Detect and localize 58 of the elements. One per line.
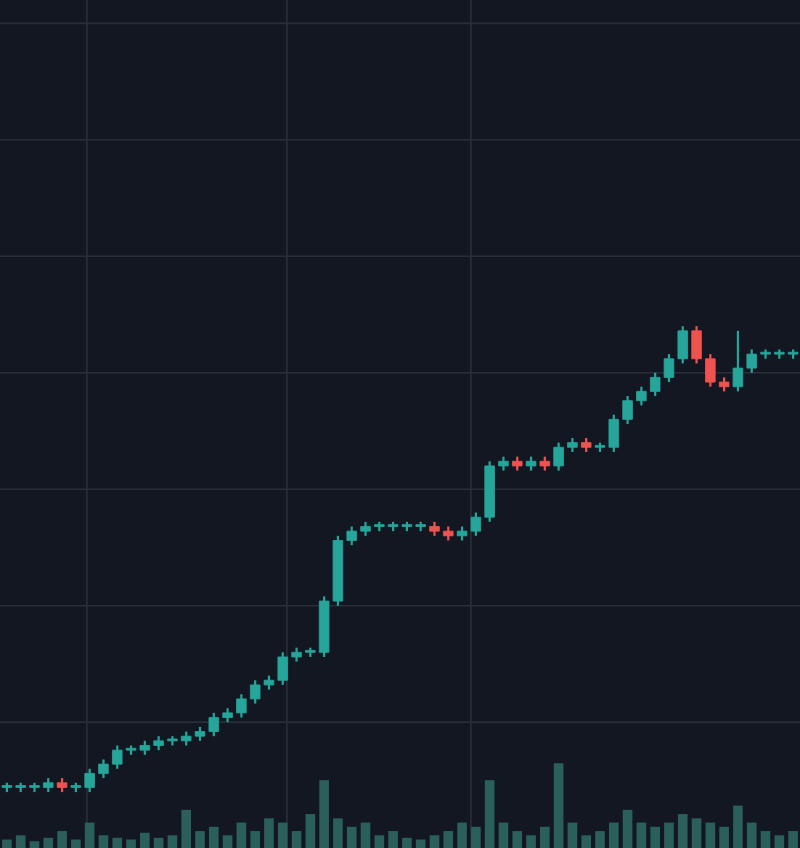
bar <box>512 831 523 848</box>
bar <box>567 822 578 848</box>
bar <box>650 826 660 848</box>
bar <box>608 822 619 848</box>
bar <box>222 835 233 848</box>
bar <box>415 839 426 848</box>
bar <box>705 822 716 848</box>
bar <box>208 826 219 848</box>
bar <box>677 814 688 848</box>
bar <box>140 832 150 848</box>
bar <box>112 837 123 848</box>
bar <box>319 780 329 848</box>
bar <box>126 839 136 848</box>
bar <box>181 809 192 848</box>
bar <box>622 809 633 848</box>
bar <box>402 837 412 848</box>
bar <box>71 839 81 848</box>
bar <box>388 831 398 848</box>
bar <box>774 835 785 848</box>
bar <box>553 763 564 848</box>
bar <box>167 835 178 848</box>
bar <box>333 818 343 848</box>
bar <box>264 818 274 848</box>
bar <box>29 841 40 848</box>
bar <box>2 839 12 848</box>
bar <box>691 818 702 848</box>
bar <box>153 837 164 848</box>
bar <box>760 831 771 848</box>
bar <box>250 831 260 848</box>
bar <box>581 835 592 848</box>
bar <box>374 835 385 848</box>
bar <box>636 822 647 848</box>
bar <box>277 822 288 848</box>
bar <box>664 822 674 848</box>
bar <box>498 822 509 848</box>
bar <box>57 831 67 848</box>
bar <box>84 822 95 848</box>
bar <box>360 822 371 848</box>
bar <box>746 822 757 848</box>
bar <box>15 835 26 848</box>
bar <box>346 826 357 848</box>
bar <box>236 822 247 848</box>
bar <box>719 826 729 848</box>
bar <box>98 835 109 848</box>
bar <box>595 831 605 848</box>
bar <box>471 826 481 848</box>
bar <box>43 837 54 848</box>
bar <box>305 814 316 848</box>
bar <box>195 831 205 848</box>
bar <box>526 835 536 848</box>
bar <box>540 826 550 848</box>
bar <box>788 831 798 848</box>
bar <box>291 831 302 848</box>
bar <box>484 780 495 848</box>
bar <box>733 805 743 848</box>
bar <box>443 831 454 848</box>
bar <box>457 822 467 848</box>
bar <box>429 835 440 848</box>
